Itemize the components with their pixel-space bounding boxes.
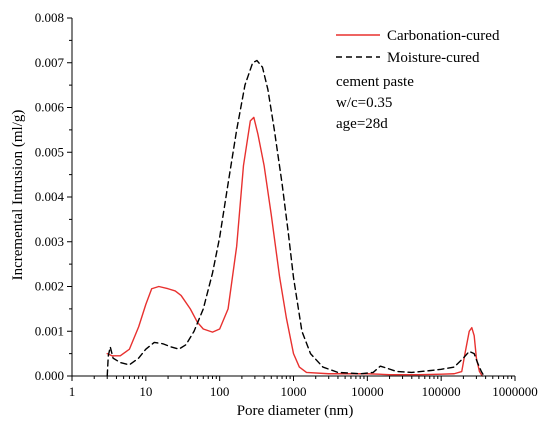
legend-label-moisture: Moisture-cured: [387, 50, 480, 66]
x-tick-label: 1: [69, 384, 76, 399]
y-tick-label: 0.001: [35, 323, 64, 338]
x-tick-label: 1000000: [492, 384, 538, 399]
y-tick-label: 0.004: [35, 189, 65, 204]
y-tick-label: 0.008: [35, 10, 64, 25]
y-tick-label: 0.002: [35, 279, 64, 294]
series-line-carbonation-cured: [106, 116, 483, 377]
annotation-block: cement paste w/c=0.35 age=28d: [336, 74, 414, 132]
x-tick-label: 10000: [351, 384, 384, 399]
x-tick-label: 1000: [281, 384, 307, 399]
y-tick-label: 0.000: [35, 368, 64, 383]
y-tick-label: 0.007: [35, 55, 65, 70]
x-axis-title: Pore diameter (nm): [237, 403, 354, 419]
tick-labels: 0.000 0.001 0.002 0.003 0.004 0.005 0.006 0.007…: [35, 10, 538, 399]
axes: [71, 18, 515, 377]
legend-label-carbonation: Carbonation-cured: [387, 28, 500, 44]
x-tick-label: 10: [139, 384, 152, 399]
series-line-moisture-cured: [106, 59, 485, 377]
legend: Carbonation-cured Moisture-cured: [336, 28, 500, 66]
annotation-wc-ratio: w/c=0.35: [336, 95, 392, 111]
annotation-material: cement paste: [336, 74, 414, 90]
x-tick-label: 100: [210, 384, 230, 399]
tick-marks: [67, 17, 516, 381]
x-tick-label: 100000: [422, 384, 461, 399]
y-axis-title: Incremental Intrusion (ml/g): [10, 110, 26, 281]
y-tick-label: 0.003: [35, 234, 64, 249]
y-tick-label: 0.005: [35, 144, 64, 159]
series-lines: [106, 59, 485, 377]
y-tick-label: 0.006: [35, 100, 65, 115]
annotation-age: age=28d: [336, 116, 388, 132]
